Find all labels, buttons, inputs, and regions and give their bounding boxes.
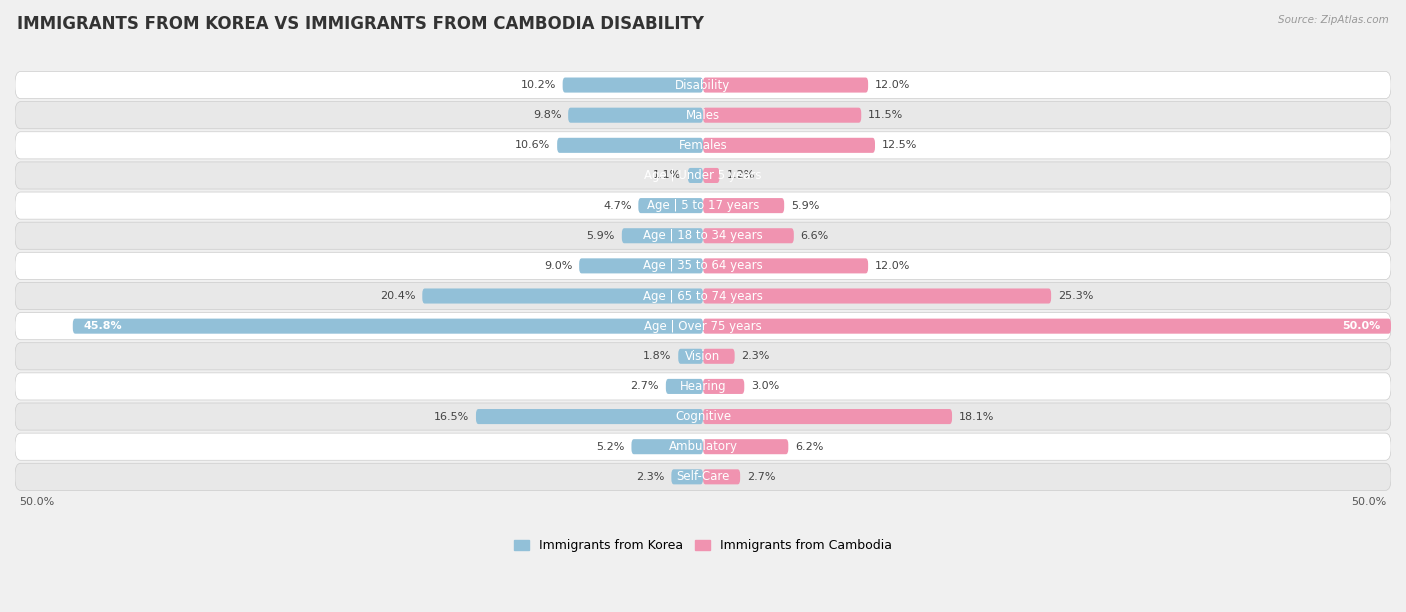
Text: Source: ZipAtlas.com: Source: ZipAtlas.com: [1278, 15, 1389, 25]
Text: Hearing: Hearing: [679, 380, 727, 393]
FancyBboxPatch shape: [568, 108, 703, 123]
Text: 45.8%: 45.8%: [84, 321, 122, 331]
Text: 16.5%: 16.5%: [434, 411, 470, 422]
Text: Ambulatory: Ambulatory: [668, 440, 738, 453]
FancyBboxPatch shape: [15, 162, 1391, 189]
FancyBboxPatch shape: [703, 439, 789, 454]
FancyBboxPatch shape: [422, 288, 703, 304]
FancyBboxPatch shape: [671, 469, 703, 484]
FancyBboxPatch shape: [579, 258, 703, 274]
FancyBboxPatch shape: [557, 138, 703, 153]
Text: 9.0%: 9.0%: [544, 261, 572, 271]
Text: 12.5%: 12.5%: [882, 140, 917, 151]
Text: 3.0%: 3.0%: [751, 381, 779, 392]
FancyBboxPatch shape: [703, 138, 875, 153]
FancyBboxPatch shape: [73, 319, 703, 334]
FancyBboxPatch shape: [15, 283, 1391, 310]
Text: 12.0%: 12.0%: [875, 261, 910, 271]
Text: Age | 35 to 64 years: Age | 35 to 64 years: [643, 259, 763, 272]
FancyBboxPatch shape: [703, 379, 744, 394]
Text: 9.8%: 9.8%: [533, 110, 561, 120]
FancyBboxPatch shape: [703, 409, 952, 424]
Text: 1.2%: 1.2%: [727, 171, 755, 181]
Text: 2.7%: 2.7%: [747, 472, 776, 482]
Text: Males: Males: [686, 109, 720, 122]
FancyBboxPatch shape: [15, 132, 1391, 159]
FancyBboxPatch shape: [638, 198, 703, 213]
Text: 50.0%: 50.0%: [1341, 321, 1381, 331]
Text: Age | 5 to 17 years: Age | 5 to 17 years: [647, 199, 759, 212]
Text: 2.7%: 2.7%: [630, 381, 659, 392]
FancyBboxPatch shape: [15, 373, 1391, 400]
FancyBboxPatch shape: [15, 403, 1391, 430]
FancyBboxPatch shape: [15, 433, 1391, 460]
Text: 6.6%: 6.6%: [800, 231, 830, 241]
FancyBboxPatch shape: [15, 252, 1391, 280]
FancyBboxPatch shape: [703, 288, 1052, 304]
Text: Females: Females: [679, 139, 727, 152]
Text: 4.7%: 4.7%: [603, 201, 631, 211]
Text: 2.3%: 2.3%: [741, 351, 770, 361]
FancyBboxPatch shape: [15, 463, 1391, 490]
Text: Cognitive: Cognitive: [675, 410, 731, 423]
Text: 1.8%: 1.8%: [643, 351, 671, 361]
FancyBboxPatch shape: [15, 192, 1391, 219]
Text: Age | 65 to 74 years: Age | 65 to 74 years: [643, 289, 763, 302]
Text: 2.3%: 2.3%: [636, 472, 665, 482]
FancyBboxPatch shape: [703, 78, 868, 92]
Text: Age | Over 75 years: Age | Over 75 years: [644, 319, 762, 333]
Legend: Immigrants from Korea, Immigrants from Cambodia: Immigrants from Korea, Immigrants from C…: [509, 534, 897, 558]
FancyBboxPatch shape: [688, 168, 703, 183]
Text: 11.5%: 11.5%: [868, 110, 904, 120]
Text: Self-Care: Self-Care: [676, 471, 730, 483]
FancyBboxPatch shape: [703, 228, 794, 244]
Text: 10.6%: 10.6%: [515, 140, 550, 151]
Text: 25.3%: 25.3%: [1057, 291, 1094, 301]
Text: 12.0%: 12.0%: [875, 80, 910, 90]
FancyBboxPatch shape: [562, 78, 703, 92]
Text: Vision: Vision: [685, 350, 721, 363]
FancyBboxPatch shape: [631, 439, 703, 454]
FancyBboxPatch shape: [703, 469, 740, 484]
FancyBboxPatch shape: [703, 349, 735, 364]
FancyBboxPatch shape: [15, 222, 1391, 249]
Text: 18.1%: 18.1%: [959, 411, 994, 422]
Text: 6.2%: 6.2%: [796, 442, 824, 452]
FancyBboxPatch shape: [703, 168, 720, 183]
Text: 50.0%: 50.0%: [1351, 498, 1386, 507]
Text: Age | Under 5 years: Age | Under 5 years: [644, 169, 762, 182]
Text: Disability: Disability: [675, 78, 731, 92]
FancyBboxPatch shape: [703, 108, 862, 123]
FancyBboxPatch shape: [666, 379, 703, 394]
FancyBboxPatch shape: [703, 258, 868, 274]
Text: IMMIGRANTS FROM KOREA VS IMMIGRANTS FROM CAMBODIA DISABILITY: IMMIGRANTS FROM KOREA VS IMMIGRANTS FROM…: [17, 15, 704, 33]
FancyBboxPatch shape: [15, 313, 1391, 340]
FancyBboxPatch shape: [15, 72, 1391, 99]
FancyBboxPatch shape: [703, 198, 785, 213]
Text: 20.4%: 20.4%: [380, 291, 415, 301]
FancyBboxPatch shape: [621, 228, 703, 244]
Text: 10.2%: 10.2%: [520, 80, 555, 90]
FancyBboxPatch shape: [678, 349, 703, 364]
FancyBboxPatch shape: [15, 102, 1391, 129]
Text: 50.0%: 50.0%: [20, 498, 55, 507]
Text: 1.1%: 1.1%: [652, 171, 681, 181]
FancyBboxPatch shape: [703, 319, 1391, 334]
FancyBboxPatch shape: [15, 343, 1391, 370]
Text: 5.9%: 5.9%: [586, 231, 614, 241]
Text: 5.2%: 5.2%: [596, 442, 624, 452]
FancyBboxPatch shape: [477, 409, 703, 424]
Text: Age | 18 to 34 years: Age | 18 to 34 years: [643, 230, 763, 242]
Text: 5.9%: 5.9%: [792, 201, 820, 211]
